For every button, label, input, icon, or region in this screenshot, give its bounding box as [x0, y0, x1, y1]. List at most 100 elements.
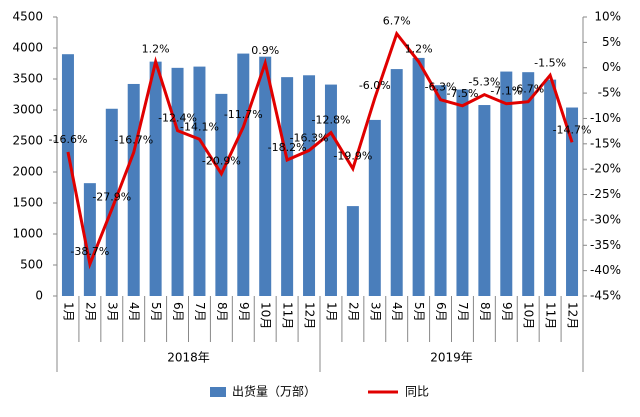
data-label: 6.7%	[383, 15, 411, 28]
data-label: -1.5%	[534, 56, 566, 69]
x-tick-label: 2月	[346, 302, 360, 322]
y2-tick-label: -5%	[598, 86, 621, 100]
data-label: -11.7%	[224, 108, 263, 121]
x-tick-label: 11月	[544, 302, 558, 329]
x-tick-label: 10月	[259, 302, 273, 329]
bar	[281, 77, 294, 296]
y-tick-label: 2000	[12, 165, 43, 179]
y2-tick-label: -15%	[590, 136, 621, 150]
data-label: 1.2%	[142, 43, 170, 56]
y2-tick-label: -20%	[590, 162, 621, 176]
data-label: -7.1%	[490, 85, 522, 98]
x-tick-label: 1月	[324, 302, 338, 322]
bar	[105, 108, 118, 296]
y2-tick-label: -25%	[590, 187, 621, 201]
data-label: -16.6%	[48, 133, 87, 146]
y-tick-label: 1500	[12, 196, 43, 210]
bar	[456, 89, 469, 296]
data-label: -12.4%	[158, 112, 197, 125]
x-tick-label: 8月	[215, 302, 229, 322]
bar	[237, 53, 250, 296]
bar	[368, 119, 381, 296]
data-label: -19.9%	[333, 150, 372, 163]
x-tick-label: 7月	[456, 302, 470, 322]
y-tick-label: 500	[20, 258, 43, 272]
bar	[193, 66, 206, 296]
bar	[500, 71, 513, 296]
bar	[412, 57, 425, 296]
x-tick-label: 3月	[105, 302, 119, 322]
data-label: -16.7%	[114, 133, 153, 146]
x-tick-label: 11月	[281, 302, 295, 329]
x-tick-label: 4月	[390, 302, 404, 322]
y2-tick-label: 0%	[602, 60, 621, 74]
legend-label: 出货量（万部）	[232, 384, 316, 399]
x-tick-label: 6月	[434, 302, 448, 322]
x-tick-label: 9月	[237, 302, 251, 322]
x-tick-label: 9月	[500, 302, 514, 322]
data-label: -38.7%	[70, 245, 109, 258]
x-tick-label: 7月	[193, 302, 207, 322]
x-group-label: 2019年	[430, 351, 473, 365]
y-tick-label: 3000	[12, 103, 43, 117]
data-label: -20.9%	[202, 155, 241, 168]
data-label: -6.7%	[512, 83, 544, 96]
y-tick-label: 4000	[12, 41, 43, 55]
data-label: -5.3%	[468, 76, 500, 89]
x-tick-label: 4月	[127, 302, 141, 322]
x-tick-label: 12月	[566, 302, 580, 329]
data-label: -6.3%	[425, 81, 457, 94]
y-tick-label: 1000	[12, 227, 43, 241]
x-tick-label: 3月	[368, 302, 382, 322]
data-label: -12.8%	[311, 114, 350, 127]
x-tick-label: 1月	[61, 302, 75, 322]
x-tick-label: 10月	[522, 302, 536, 329]
data-label: 1.2%	[405, 43, 433, 56]
y2-tick-label: -45%	[590, 289, 621, 303]
bar	[61, 54, 74, 297]
bar	[346, 206, 359, 296]
y2-tick-label: -35%	[590, 238, 621, 252]
legend-label: 同比	[405, 385, 429, 399]
bar	[434, 85, 447, 296]
x-tick-label: 12月	[303, 302, 317, 329]
data-label: -14.1%	[180, 120, 219, 133]
y-tick-label: 2500	[12, 134, 43, 148]
bar	[522, 72, 535, 297]
bar	[478, 105, 491, 296]
y2-tick-label: -10%	[590, 111, 621, 125]
y2-tick-label: -40%	[590, 263, 621, 277]
data-label: -16.3%	[290, 131, 329, 144]
y2-tick-label: 10%	[594, 10, 621, 24]
x-tick-label: 5月	[412, 302, 426, 322]
line	[66, 30, 574, 270]
data-label: -14.7%	[553, 123, 592, 136]
bar	[215, 93, 228, 296]
data-label: -18.2%	[268, 141, 307, 154]
y-tick-label: 0	[35, 289, 43, 303]
legend-swatch	[210, 387, 226, 397]
x-tick-label: 2月	[83, 302, 97, 322]
y2-tick-label: 5%	[602, 35, 621, 49]
data-label: 0.9%	[251, 44, 279, 57]
y-tick-label: 4500	[12, 10, 43, 24]
bar	[544, 79, 557, 297]
data-label: -7.5%	[446, 87, 478, 100]
data-label: -6.0%	[359, 79, 391, 92]
y-tick-label: 3500	[12, 72, 43, 86]
bar	[171, 67, 184, 296]
x-tick-label: 6月	[171, 302, 185, 322]
bar	[259, 56, 272, 297]
x-tick-label: 8月	[478, 302, 492, 322]
bar	[390, 69, 403, 296]
bar	[83, 183, 96, 296]
y2-tick-label: -30%	[590, 212, 621, 226]
bar	[149, 61, 162, 296]
bar	[303, 75, 316, 296]
data-label: -27.9%	[92, 190, 131, 203]
bar	[566, 107, 579, 297]
x-tick-label: 5月	[149, 302, 163, 322]
x-group-label: 2018年	[167, 351, 210, 365]
